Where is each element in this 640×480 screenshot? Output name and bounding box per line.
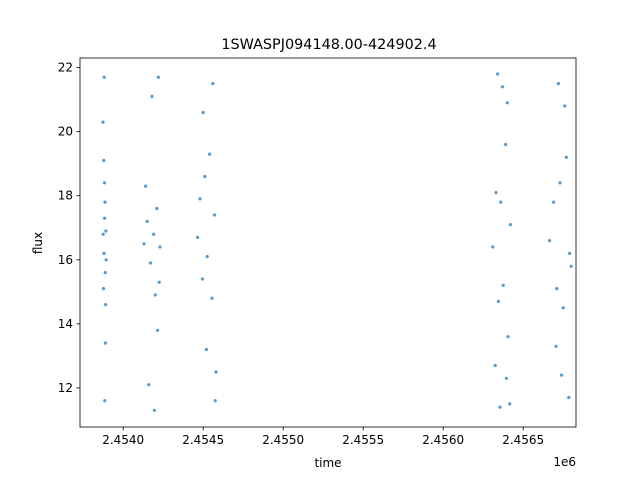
data-point [560, 373, 564, 377]
data-point [101, 287, 106, 291]
data-point [103, 271, 107, 275]
data-point [498, 405, 502, 409]
data-point [493, 363, 497, 368]
data-point [200, 277, 204, 281]
data-point [104, 303, 108, 307]
data-point [556, 82, 561, 86]
data-point [563, 104, 567, 108]
data-point [145, 219, 149, 223]
y-tick-label: 20 [58, 125, 73, 139]
data-point [499, 200, 503, 204]
x-tick-label: 2.4540 [102, 433, 144, 447]
data-point [567, 395, 571, 400]
data-point [213, 399, 217, 403]
data-point [208, 152, 212, 156]
plot-frame [79, 57, 577, 428]
data-point [102, 181, 107, 185]
data-point [102, 75, 106, 79]
x-tick-label: 2.4565 [502, 433, 544, 447]
data-point [552, 200, 556, 204]
data-point [156, 328, 160, 332]
data-point [104, 258, 108, 262]
data-point [103, 200, 107, 204]
data-point [148, 261, 152, 265]
data-point [150, 94, 154, 98]
data-point [101, 232, 105, 236]
y-axis-label: flux [31, 232, 45, 254]
data-point [104, 229, 108, 233]
data-point [152, 408, 156, 412]
data-point [505, 101, 509, 105]
data-point [153, 293, 157, 297]
data-point [157, 280, 161, 284]
data-point [142, 242, 146, 246]
x-axis-offset-label: 1e6 [553, 455, 576, 469]
x-axis-ticks: 2.4540 2.4545 2.4550 2.4555 2.4560 2.4565 [102, 427, 544, 447]
data-point [548, 239, 552, 243]
data-point [103, 341, 107, 345]
data-point [558, 181, 562, 185]
data-point [204, 347, 208, 352]
y-tick-label: 18 [58, 189, 73, 203]
data-point [569, 264, 573, 268]
data-point [210, 296, 214, 300]
data-point [155, 206, 159, 211]
data-point [102, 158, 106, 163]
data-point [504, 376, 508, 380]
data-point [555, 287, 559, 291]
data-point [102, 251, 106, 255]
data-point [214, 370, 218, 374]
data-point [508, 223, 512, 227]
data-point [568, 251, 572, 255]
data-point [504, 142, 508, 147]
data-point [564, 155, 569, 159]
data-point [198, 197, 202, 201]
y-tick-label: 22 [58, 61, 73, 75]
data-point [101, 120, 105, 124]
data-point [158, 245, 162, 249]
data-point [103, 216, 107, 220]
data-point [496, 72, 500, 76]
data-point [152, 232, 156, 236]
y-tick-label: 12 [58, 381, 73, 395]
data-point [561, 306, 565, 310]
scatter-points [101, 72, 573, 412]
y-tick-label: 14 [58, 317, 73, 331]
data-point [501, 283, 505, 287]
data-point [494, 190, 498, 195]
data-point [196, 235, 200, 239]
data-point [496, 299, 500, 303]
x-tick-label: 2.4555 [342, 433, 384, 447]
data-point [491, 245, 495, 249]
data-point [103, 399, 107, 403]
data-point [201, 110, 205, 115]
x-tick-label: 2.4560 [422, 433, 464, 447]
data-point [500, 85, 504, 89]
data-point [212, 213, 216, 217]
x-tick-label: 2.4545 [182, 433, 224, 447]
data-point [147, 383, 151, 387]
data-point [156, 75, 160, 79]
data-point [506, 335, 510, 339]
data-point [508, 402, 512, 406]
y-tick-label: 16 [58, 253, 73, 267]
data-point [205, 255, 209, 259]
x-axis-label: time [314, 456, 341, 470]
chart-title: 1SWASPJ094148.00-424902.4 [221, 37, 436, 53]
data-point [144, 184, 148, 188]
data-point [211, 82, 215, 86]
y-axis-ticks: 12 14 16 18 20 22 [58, 61, 80, 395]
x-tick-label: 2.4550 [262, 433, 304, 447]
data-point [554, 344, 558, 348]
data-point [203, 174, 207, 179]
